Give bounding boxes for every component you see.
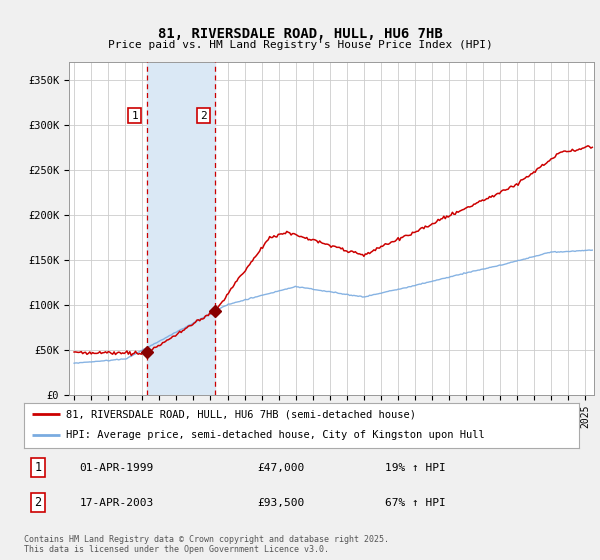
Text: Contains HM Land Registry data © Crown copyright and database right 2025.
This d: Contains HM Land Registry data © Crown c…: [24, 535, 389, 554]
Text: 01-APR-1999: 01-APR-1999: [79, 463, 154, 473]
Text: 2: 2: [200, 111, 207, 120]
Text: 1: 1: [34, 461, 41, 474]
Text: 67% ↑ HPI: 67% ↑ HPI: [385, 498, 445, 507]
Text: 81, RIVERSDALE ROAD, HULL, HU6 7HB (semi-detached house): 81, RIVERSDALE ROAD, HULL, HU6 7HB (semi…: [65, 409, 416, 419]
Text: 1: 1: [131, 111, 138, 120]
Text: 81, RIVERSDALE ROAD, HULL, HU6 7HB: 81, RIVERSDALE ROAD, HULL, HU6 7HB: [158, 27, 442, 41]
Text: HPI: Average price, semi-detached house, City of Kingston upon Hull: HPI: Average price, semi-detached house,…: [65, 431, 484, 441]
Text: Price paid vs. HM Land Registry's House Price Index (HPI): Price paid vs. HM Land Registry's House …: [107, 40, 493, 50]
Text: 17-APR-2003: 17-APR-2003: [79, 498, 154, 507]
Bar: [146, 62, 215, 395]
Text: £47,000: £47,000: [257, 463, 304, 473]
Text: 2: 2: [34, 496, 41, 509]
Text: 19% ↑ HPI: 19% ↑ HPI: [385, 463, 445, 473]
Text: £93,500: £93,500: [257, 498, 304, 507]
